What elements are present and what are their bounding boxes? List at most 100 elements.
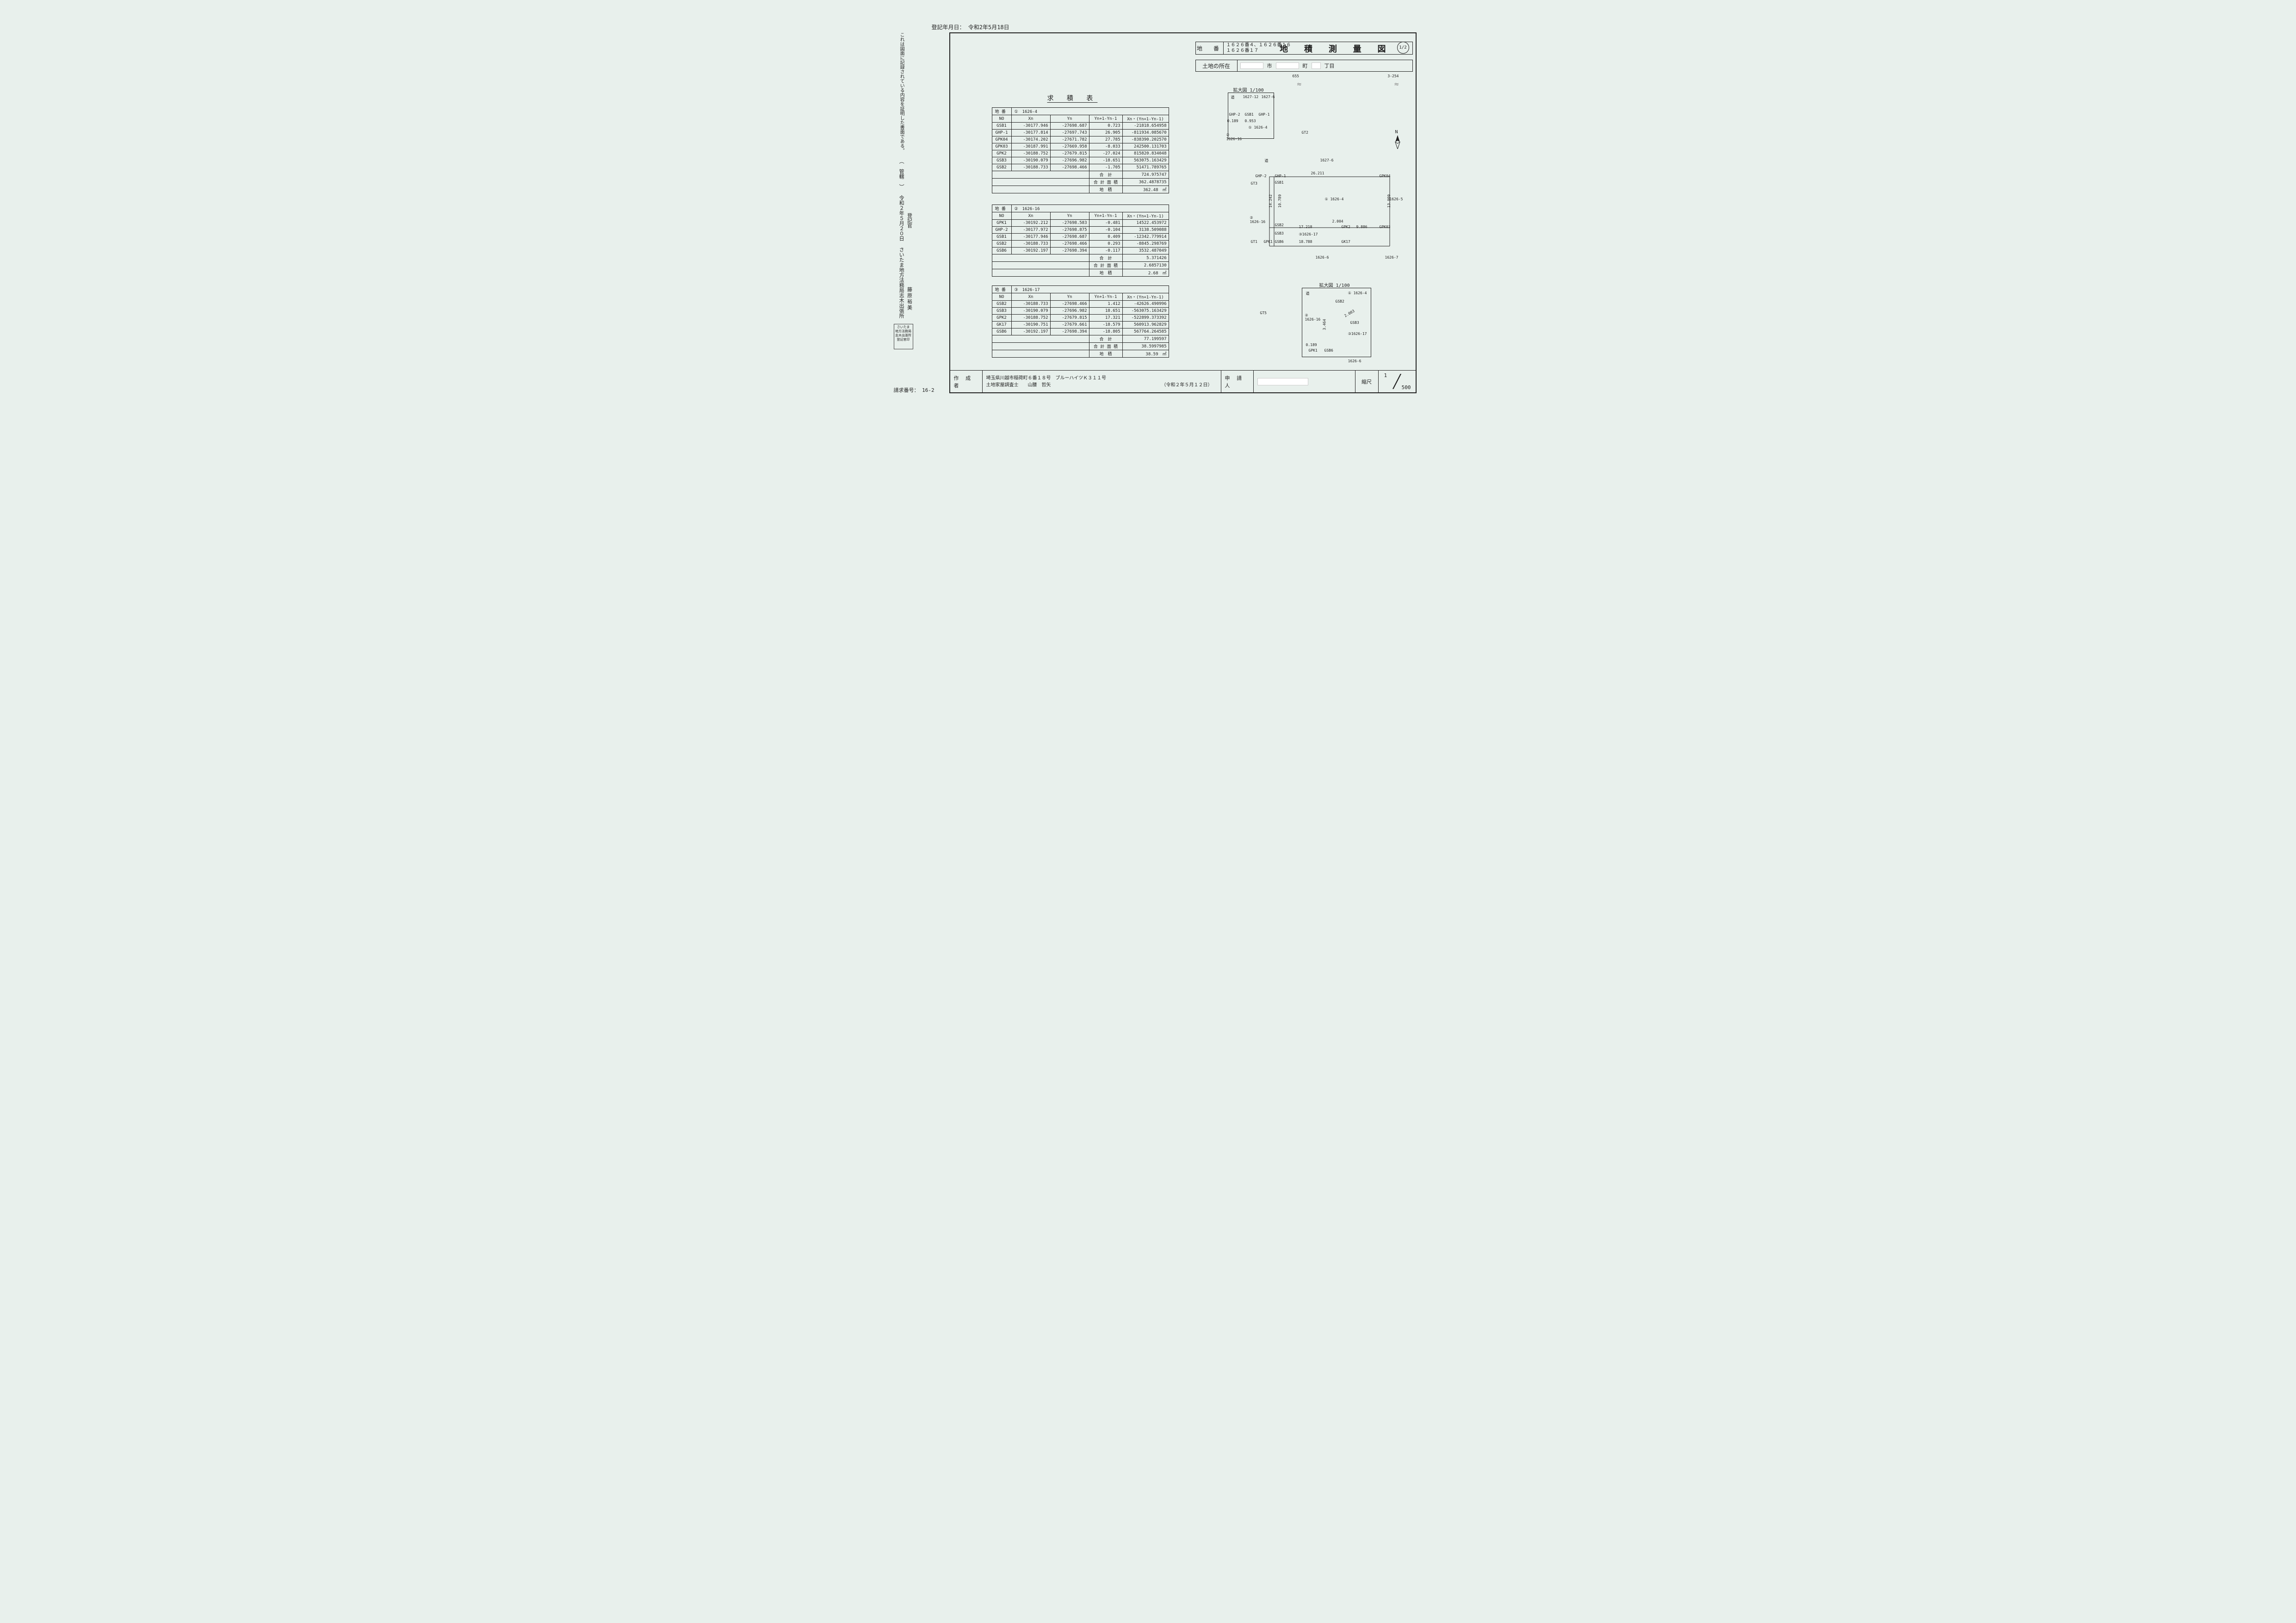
reg-date-value: 令和2年5月18日 [968, 24, 1009, 31]
ref: ③1626-17 [1299, 232, 1318, 236]
applicant-cell [1254, 371, 1355, 392]
page-circle: 1/2 [1397, 42, 1409, 54]
dim: 3.464 [1322, 319, 1326, 330]
pt: GPK03 [1380, 225, 1391, 229]
ref: 1626-6 [1348, 359, 1362, 363]
zoom-label-1: 拡大図 1/100 [1233, 86, 1264, 93]
pt: GSB3 [1350, 321, 1359, 325]
ref: 1626-6 [1316, 255, 1329, 260]
calc-table-1: 地 番① 1626-4NOXnYnYn+1-Yn-1Xn・(Yn+1-Yn-1)… [992, 107, 1169, 193]
ref: 1626-5 [1390, 197, 1403, 201]
ref: 1626-7 [1385, 255, 1399, 260]
dim: 13.909 [1386, 194, 1391, 208]
zoom-box-2: 道 ① 1626-4 GSB2 2.003 ② 1626-16 3.464 GS… [1302, 288, 1371, 357]
vertical-certificate: これは図面に記録されている内容を証明した書面である。 （ 管轄 ） 令和２年５月… [897, 32, 906, 318]
ref: ② 1626-16 [1305, 313, 1321, 322]
request-number: 請求番号： 16-2 [894, 386, 934, 394]
pt: GSB2 [1336, 299, 1344, 304]
issue-date: 令和２年５月２０日 [898, 195, 904, 241]
pt: GSB1 [1245, 112, 1254, 117]
dim: 17.218 [1299, 225, 1312, 229]
pt: GT3 [1251, 181, 1257, 186]
compass-icon [1391, 135, 1405, 154]
wave-icon: ≈ [1297, 80, 1302, 88]
registration-date: 登記年月日： 令和2年5月18日 [932, 23, 1009, 31]
location-label: 土地の所在 [1196, 60, 1238, 71]
creator-addr: 埼玉県川越市稲荷町６番１８号 ブルーハイツＫ３１１号 [986, 375, 1107, 382]
calc-table-3: 地 番③ 1626-17NOXnYnYn+1-Yn-1Xn・(Yn+1-Yn-1… [992, 285, 1169, 358]
ref: 1627-6 [1320, 158, 1334, 162]
stamp-line: 登記官印 [895, 338, 912, 342]
zoom-box-1: 道 1627-12 1627-6 GHP-2 GSB1 GHP-1 0.189 … [1228, 93, 1274, 139]
pt: GPK1 [1309, 348, 1318, 353]
dim: 9.886 [1356, 225, 1368, 229]
pt: GSB6 [1324, 348, 1333, 353]
registrar-label: 登記官 [906, 213, 913, 228]
applicant-label: 申 請 人 [1221, 371, 1254, 392]
ref: 1627-6 [1262, 95, 1275, 99]
footer-row: 作 成 者 埼玉県川越市稲荷町６番１８号 ブルーハイツＫ３１１号 土地家屋調査士… [950, 370, 1416, 392]
office-name: さいたま地方法務局志木出張所 [898, 247, 904, 318]
scale-num: 1 [1384, 372, 1387, 378]
pt: GPK1 [1264, 240, 1273, 244]
lot-label: 地 番 [1196, 42, 1224, 54]
blank-field [1240, 62, 1263, 69]
ref: 1627-12 [1243, 95, 1259, 99]
pt: GHP-2 [1229, 112, 1240, 117]
dim: 14.242 [1268, 194, 1272, 208]
ref: ① 1626-4 [1325, 197, 1344, 201]
pt: GSB3 [1275, 231, 1284, 235]
pt: GHP-1 [1259, 112, 1270, 117]
dim: 2.004 [1332, 219, 1343, 223]
blank-field [1276, 62, 1299, 69]
reg-date-label: 登記年月日： [932, 24, 965, 31]
dim: 26.211 [1311, 171, 1324, 175]
michi: 道 [1231, 95, 1235, 100]
stamp-line: 志木出張所 [895, 334, 912, 338]
scale-label: 縮尺 [1355, 371, 1379, 392]
kankatsu: （ 管轄 ） [898, 159, 904, 189]
dim: 0.189 [1306, 343, 1317, 347]
dim: 0.953 [1245, 119, 1256, 123]
page: 登記年月日： 令和2年5月18日 これは図面に記録されている内容を証明した書面で… [861, 0, 1435, 406]
req-no-value: 16-2 [922, 387, 934, 393]
wave-icon: ≈ [1394, 80, 1399, 88]
town-suffix: 町 [1303, 62, 1308, 69]
stamp-line: さいたま [895, 325, 912, 329]
dim: 2.003 [1343, 309, 1355, 318]
pt-gt2: GT2 [1302, 130, 1308, 135]
cert-text: これは図面に記録されている内容を証明した書面である。 [899, 32, 904, 153]
registrar-name: 藤原裕美 [906, 287, 913, 311]
stamp-line: 地方法務局 [895, 329, 912, 334]
req-no-label: 請求番号： [894, 387, 919, 393]
dim: 10.789 [1277, 194, 1281, 208]
drawing-frame: 地 番 １６２６番４、１６２６番１６ １６２６番１７ 地 積 測 量 図 1/2… [949, 32, 1417, 393]
pt: GT5 [1260, 311, 1267, 315]
survey-diagram: ≈ 655 ≈ 3-254 拡大図 1/100 道 1627-12 1627-6… [1195, 80, 1413, 348]
dim: 0.189 [1227, 119, 1238, 123]
ref-655: 655 [1293, 74, 1299, 78]
creator-label: 作 成 者 [950, 371, 983, 392]
pt: GSB2 [1275, 223, 1284, 227]
scale-value: 1 ╱ 500 [1379, 371, 1416, 392]
calc-table-title: 求 積 表 [1047, 93, 1098, 103]
ref: ② 1626-16 [1226, 133, 1242, 141]
city-suffix: 市 [1267, 62, 1272, 69]
surveyor-name: 土地家屋調査士 山腰 哲矢 [986, 382, 1051, 389]
blank-field [1312, 62, 1321, 69]
pt: GT1 [1251, 240, 1257, 244]
pt: GSB6 [1275, 240, 1284, 244]
scale-den: 500 [1402, 384, 1411, 390]
ref: ① 1626-4 [1249, 125, 1268, 130]
ref: ② 1626-16 [1250, 216, 1266, 224]
location-value: 市 町 丁目 [1238, 60, 1412, 71]
pt: GHP-1 [1275, 174, 1286, 178]
pt: GK17 [1342, 240, 1350, 244]
pt: GPK2 [1342, 225, 1350, 229]
creation-date: （令和２年５月１２日） [1162, 382, 1217, 389]
plan-lines [1251, 172, 1408, 265]
ref-3-254: 3-254 [1387, 74, 1399, 78]
pt: GPK04 [1380, 174, 1391, 178]
ref: ③1626-17 [1348, 332, 1367, 336]
michi: 道 [1306, 291, 1310, 296]
